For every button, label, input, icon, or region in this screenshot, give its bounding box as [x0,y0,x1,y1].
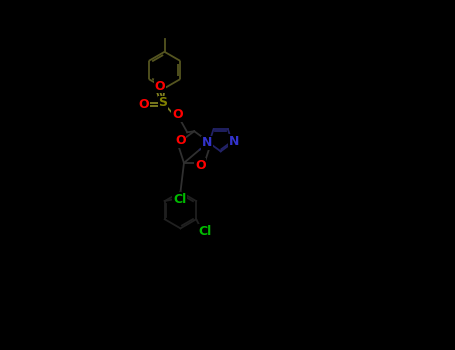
Text: O: O [195,159,206,172]
Text: N: N [202,136,212,149]
Text: O: O [175,134,186,147]
Text: O: O [138,98,149,111]
Text: O: O [172,108,183,121]
Text: S: S [158,96,167,110]
Text: N: N [229,135,239,148]
Text: Cl: Cl [173,193,187,206]
Text: O: O [155,79,165,93]
Text: Cl: Cl [199,225,212,238]
